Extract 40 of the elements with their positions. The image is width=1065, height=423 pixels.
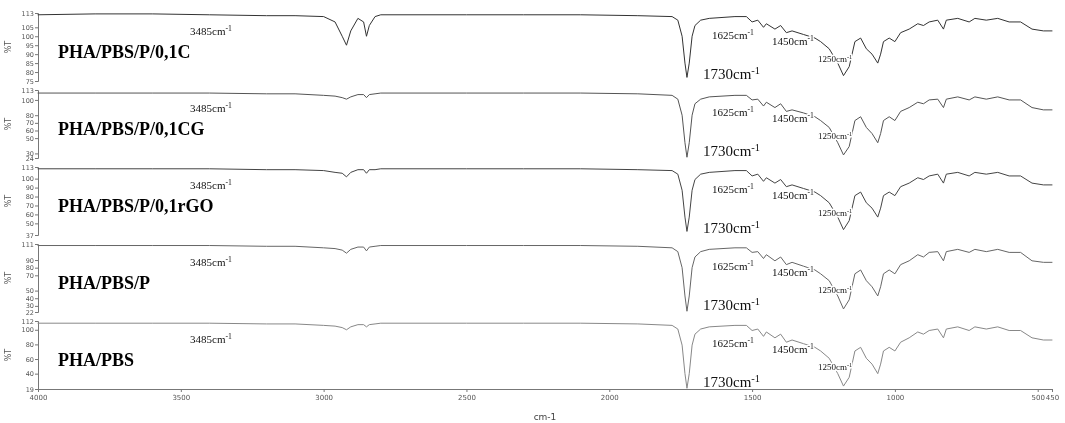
y-axis-title: %T bbox=[4, 271, 13, 285]
y-axis-title: %T bbox=[4, 40, 13, 54]
annotation: 1730cm$^{-1}$ bbox=[703, 218, 761, 236]
annotation: 1450cm$^{-1}$ bbox=[772, 187, 815, 201]
line-series bbox=[37, 13, 1053, 78]
annotation: 1250cm$^{-1}$ bbox=[818, 52, 853, 64]
line-series bbox=[37, 322, 1053, 389]
line-series bbox=[37, 245, 1053, 312]
series-label: PHA/PBS bbox=[58, 349, 135, 370]
y-axis-title: %T bbox=[4, 348, 13, 362]
annotation: 1250cm$^{-1}$ bbox=[818, 360, 853, 372]
annotation: 3485cm$^{-1}$ bbox=[190, 23, 233, 38]
y-axis-title: %T bbox=[4, 117, 13, 131]
annotation: 1450cm$^{-1}$ bbox=[772, 341, 815, 355]
annotation: 3485cm$^{-1}$ bbox=[190, 100, 233, 115]
annotation: 1625cm$^{-1}$ bbox=[712, 104, 755, 118]
annotation: 1250cm$^{-1}$ bbox=[818, 206, 853, 218]
x-axis-title: cm-1 bbox=[533, 412, 557, 422]
annotation: 1730cm$^{-1}$ bbox=[703, 295, 761, 313]
annotation: 1730cm$^{-1}$ bbox=[703, 141, 761, 159]
annotation: 1625cm$^{-1}$ bbox=[712, 335, 755, 349]
annotation: 1450cm$^{-1}$ bbox=[772, 264, 815, 278]
annotation: 1250cm$^{-1}$ bbox=[818, 283, 853, 295]
series-label: PHA/PBS/P/0,1C bbox=[58, 41, 191, 62]
series-label: PHA/PBS/P/0,1rGO bbox=[58, 195, 214, 216]
annotation: 1450cm$^{-1}$ bbox=[772, 33, 815, 47]
annotation: 1625cm$^{-1}$ bbox=[712, 258, 755, 272]
annotation: 1250cm$^{-1}$ bbox=[818, 129, 853, 141]
annotation: 3485cm$^{-1}$ bbox=[190, 331, 233, 346]
line-series bbox=[37, 168, 1053, 232]
annotation: 1625cm$^{-1}$ bbox=[712, 181, 755, 195]
annotation: 1730cm$^{-1}$ bbox=[703, 372, 761, 390]
annotation: 1625cm$^{-1}$ bbox=[712, 27, 755, 41]
series-label: PHA/PBS/P bbox=[58, 272, 151, 293]
annotation: 1730cm$^{-1}$ bbox=[703, 64, 761, 82]
series-label: PHA/PBS/P/0,1CG bbox=[58, 118, 205, 139]
annotation: 3485cm$^{-1}$ bbox=[190, 254, 233, 269]
y-axis-title: %T bbox=[4, 194, 13, 208]
line-series bbox=[37, 92, 1053, 158]
annotation: 3485cm$^{-1}$ bbox=[190, 177, 233, 192]
